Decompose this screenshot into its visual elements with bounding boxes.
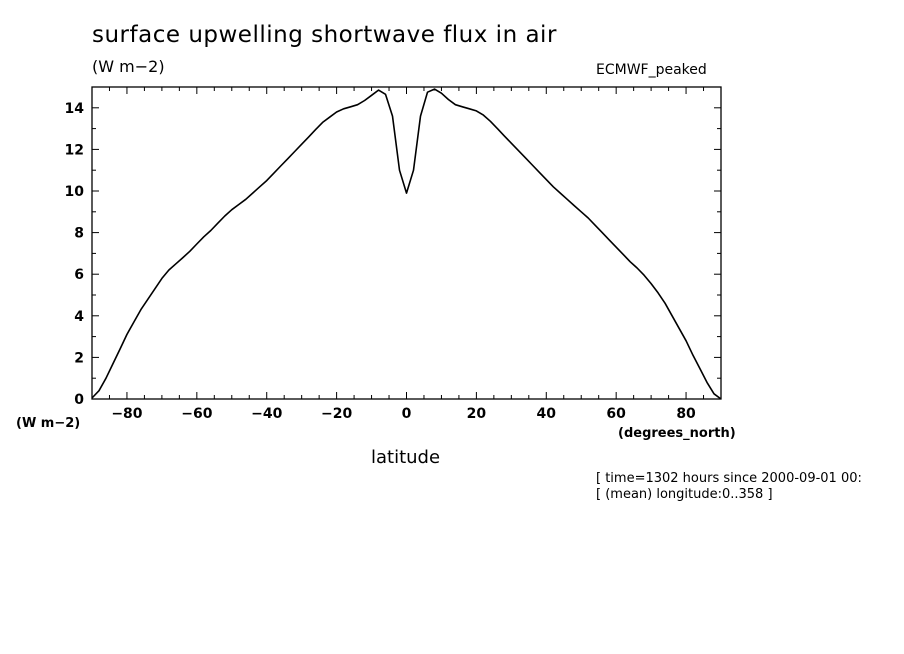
y-tick-label: 2 bbox=[74, 350, 84, 366]
x-tick-label: −60 bbox=[181, 406, 212, 422]
y-tick-label: 4 bbox=[74, 309, 84, 325]
units-label-top: (W m−2) bbox=[92, 57, 165, 76]
plot-frame bbox=[91, 86, 722, 400]
x-tick-label: 60 bbox=[606, 406, 626, 422]
series-line bbox=[91, 88, 722, 400]
y-tick-label: 8 bbox=[74, 226, 84, 242]
y-tick-label: 10 bbox=[65, 184, 85, 200]
y-tick-label: 12 bbox=[65, 142, 84, 158]
x-tick-label: −20 bbox=[321, 406, 352, 422]
x-tick-label: −40 bbox=[251, 406, 282, 422]
x-tick-label: 40 bbox=[537, 406, 557, 422]
y-units-label: (W m−2) bbox=[16, 416, 81, 431]
time-note: [ time=1302 hours since 2000-09-01 00: bbox=[596, 471, 862, 486]
y-tick-label: 14 bbox=[65, 101, 85, 117]
chart-title: surface upwelling shortwave flux in air bbox=[92, 22, 557, 48]
x-tick-label: −80 bbox=[111, 406, 142, 422]
longitude-note: [ (mean) longitude:0..358 ] bbox=[596, 487, 773, 502]
x-tick-label: 20 bbox=[467, 406, 487, 422]
x-tick-label: 80 bbox=[676, 406, 696, 422]
y-tick-label: 0 bbox=[74, 392, 84, 408]
x-axis-label: latitude bbox=[371, 447, 441, 468]
x-units-label: (degrees_north) bbox=[618, 426, 736, 441]
y-tick-label: 6 bbox=[74, 267, 84, 283]
x-tick-label: 0 bbox=[402, 406, 412, 422]
model-label: ECMWF_peaked bbox=[596, 62, 707, 78]
